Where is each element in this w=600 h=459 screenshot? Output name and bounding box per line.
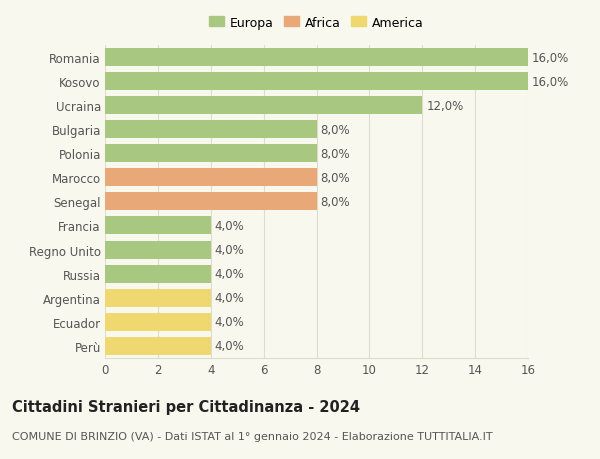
Text: 4,0%: 4,0% (215, 243, 244, 257)
Bar (105, 217, 211, 235)
Bar (105, 313, 211, 331)
Bar (105, 241, 211, 259)
Text: 8,0%: 8,0% (320, 123, 350, 136)
Text: 12,0%: 12,0% (426, 100, 463, 112)
Text: 4,0%: 4,0% (215, 340, 244, 353)
Text: 4,0%: 4,0% (215, 291, 244, 304)
Text: 4,0%: 4,0% (215, 268, 244, 280)
Text: 16,0%: 16,0% (532, 75, 569, 89)
Bar (105, 145, 317, 163)
Text: 8,0%: 8,0% (320, 196, 350, 208)
Bar (105, 97, 422, 115)
Bar (105, 265, 211, 283)
Text: 16,0%: 16,0% (532, 51, 569, 64)
Text: 8,0%: 8,0% (320, 147, 350, 161)
Bar (105, 121, 317, 139)
Bar (105, 193, 317, 211)
Bar (105, 169, 317, 187)
Text: COMUNE DI BRINZIO (VA) - Dati ISTAT al 1° gennaio 2024 - Elaborazione TUTTITALIA: COMUNE DI BRINZIO (VA) - Dati ISTAT al 1… (12, 431, 493, 442)
Text: 4,0%: 4,0% (215, 315, 244, 329)
Text: 4,0%: 4,0% (215, 219, 244, 232)
Bar (105, 337, 211, 355)
Text: Cittadini Stranieri per Cittadinanza - 2024: Cittadini Stranieri per Cittadinanza - 2… (12, 399, 360, 414)
Bar (105, 73, 528, 91)
Bar (105, 289, 211, 307)
Bar (105, 49, 528, 67)
Legend: Europa, Africa, America: Europa, Africa, America (204, 11, 429, 34)
Text: 8,0%: 8,0% (320, 172, 350, 185)
